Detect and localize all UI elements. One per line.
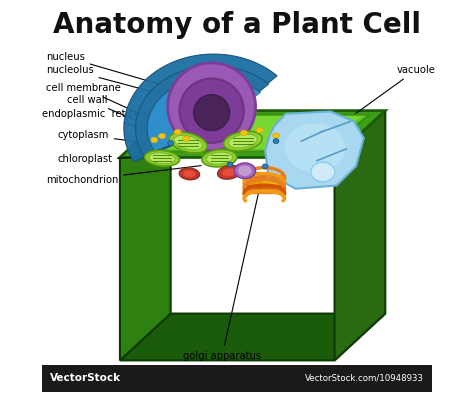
Ellipse shape — [183, 136, 190, 141]
Text: chloroplast: chloroplast — [57, 154, 179, 164]
FancyBboxPatch shape — [42, 365, 432, 391]
Ellipse shape — [180, 79, 244, 143]
Ellipse shape — [168, 141, 173, 145]
Ellipse shape — [273, 139, 279, 143]
Text: endoplasmic  reticulum: endoplasmic reticulum — [42, 109, 164, 137]
Ellipse shape — [168, 63, 255, 151]
Polygon shape — [120, 111, 385, 158]
Polygon shape — [265, 112, 364, 189]
Ellipse shape — [169, 132, 207, 153]
Ellipse shape — [262, 164, 268, 169]
Ellipse shape — [234, 163, 255, 178]
Polygon shape — [143, 116, 362, 149]
Text: VectorStock: VectorStock — [50, 373, 121, 383]
Text: nucleus: nucleus — [46, 52, 191, 94]
Text: mitochondrion: mitochondrion — [46, 165, 201, 185]
Text: golgi apparatus: golgi apparatus — [183, 184, 261, 361]
Ellipse shape — [273, 133, 280, 138]
Ellipse shape — [151, 137, 158, 143]
Ellipse shape — [240, 130, 247, 136]
Ellipse shape — [194, 95, 229, 130]
Text: vacuole: vacuole — [345, 65, 436, 121]
Text: VectorStock.com/10948933: VectorStock.com/10948933 — [305, 374, 424, 383]
Polygon shape — [136, 66, 269, 156]
Polygon shape — [124, 54, 277, 162]
Text: cell membrane: cell membrane — [46, 83, 155, 120]
Polygon shape — [335, 111, 385, 360]
Ellipse shape — [228, 134, 257, 148]
Ellipse shape — [183, 170, 195, 177]
Text: nucleolus: nucleolus — [46, 65, 199, 104]
Ellipse shape — [227, 162, 233, 167]
Ellipse shape — [285, 123, 345, 172]
Ellipse shape — [145, 151, 180, 166]
Text: Anatomy of a Plant Cell: Anatomy of a Plant Cell — [53, 11, 421, 39]
Text: cytoplasm: cytoplasm — [57, 130, 183, 147]
Ellipse shape — [174, 129, 181, 135]
Ellipse shape — [256, 127, 263, 133]
Ellipse shape — [250, 175, 261, 183]
Ellipse shape — [246, 173, 265, 185]
Ellipse shape — [206, 152, 233, 164]
Ellipse shape — [238, 165, 252, 176]
Ellipse shape — [149, 153, 175, 164]
Polygon shape — [120, 111, 171, 360]
Ellipse shape — [179, 168, 200, 180]
Ellipse shape — [224, 131, 262, 151]
Polygon shape — [120, 314, 385, 360]
Ellipse shape — [202, 150, 237, 167]
Text: cell wall: cell wall — [67, 95, 152, 127]
Polygon shape — [147, 77, 261, 151]
Polygon shape — [136, 114, 370, 152]
Ellipse shape — [174, 135, 202, 150]
Ellipse shape — [311, 162, 335, 182]
Ellipse shape — [218, 165, 241, 179]
Ellipse shape — [222, 168, 236, 176]
Ellipse shape — [159, 133, 165, 139]
